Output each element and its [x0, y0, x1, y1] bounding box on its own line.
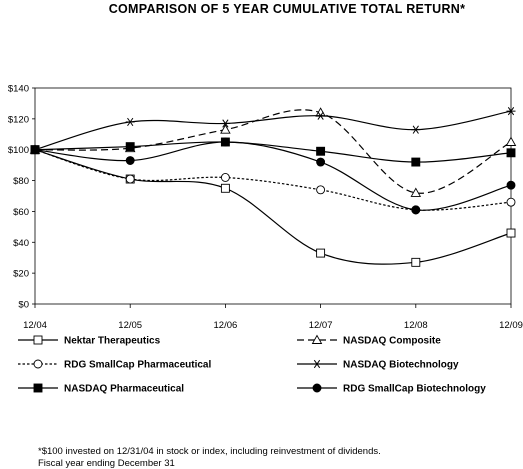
- data-point: [506, 180, 516, 190]
- data-point: [220, 137, 230, 147]
- asterisk-stroke: [317, 111, 324, 120]
- y-axis: $0 $20 $40 $60 $80 $100 $120 $140: [8, 84, 35, 311]
- x-tick-label: 12/06: [214, 320, 238, 331]
- data-point: [220, 173, 230, 182]
- data-point: [125, 156, 135, 165]
- series-line: [34, 141, 512, 163]
- data-point: [411, 257, 421, 267]
- data-point: [220, 124, 231, 134]
- legend-label: NASDAQ Pharmaceutical: [64, 384, 184, 395]
- data-point: [125, 142, 135, 152]
- data-point: [316, 185, 326, 195]
- data-point: [316, 248, 326, 258]
- legend-label: Nektar Therapeutics: [64, 336, 161, 347]
- legend-swatch-marker: [33, 359, 43, 369]
- legend-item: NASDAQ Composite: [297, 334, 441, 347]
- data-point: [506, 148, 516, 158]
- series-1: [30, 145, 516, 267]
- x-tick-label: 12/09: [499, 320, 523, 331]
- y-tick-label: $80: [13, 176, 29, 187]
- plot-frame: [34, 87, 512, 305]
- y-tick-label: $120: [8, 114, 29, 125]
- legend-swatch-marker: [312, 383, 322, 393]
- plot-border: [34, 87, 512, 305]
- legend-label: RDG SmallCap Pharmaceutical: [64, 360, 211, 371]
- asterisk-stroke: [222, 119, 229, 128]
- y-tick-label: $100: [8, 145, 29, 156]
- data-point: [125, 174, 135, 184]
- series-5: [30, 137, 516, 167]
- asterisk-stroke: [412, 125, 419, 134]
- legend-item: NASDAQ Biotechnology: [297, 360, 459, 371]
- data-point: [316, 157, 326, 167]
- legend: Nektar Therapeutics NASDAQ Composite RDG S…: [18, 334, 486, 395]
- legend-label: RDG SmallCap Biotechnology: [343, 384, 486, 395]
- x-axis: 12/04 12/05 12/06 12/07 12/08 12/09: [23, 304, 523, 331]
- data-point: [220, 119, 230, 128]
- series-4: [30, 107, 516, 154]
- data-point: [220, 183, 230, 193]
- legend-item: Nektar Therapeutics: [18, 336, 161, 347]
- series-6: [30, 137, 516, 215]
- legend-item: NASDAQ Pharmaceutical: [18, 384, 184, 395]
- legend-label: NASDAQ Composite: [343, 336, 441, 347]
- asterisk-stroke: [127, 117, 134, 127]
- legend-item: RDG SmallCap Biotechnology: [297, 384, 486, 395]
- legend-swatch-marker: [33, 335, 43, 345]
- y-tick-label: $20: [13, 269, 29, 280]
- series-line: [34, 149, 512, 211]
- data-point: [506, 107, 516, 116]
- asterisk-stroke: [507, 107, 515, 116]
- data-point: [506, 228, 516, 238]
- data-point: [411, 205, 421, 215]
- series-layer: [29, 107, 517, 267]
- y-tick-label: $60: [13, 207, 29, 218]
- data-point: [125, 117, 135, 127]
- series-3: [30, 145, 516, 215]
- legend-label: NASDAQ Biotechnology: [343, 360, 459, 371]
- footnote-line-1: *$100 invested on 12/31/04 in stock or i…: [38, 446, 381, 457]
- asterisk-stroke: [313, 359, 321, 369]
- data-point: [411, 157, 421, 167]
- legend-swatch-marker: [312, 359, 322, 369]
- data-point: [505, 136, 517, 146]
- data-point: [410, 187, 422, 197]
- y-tick-label: $0: [18, 300, 29, 311]
- chart-title: COMPARISON OF 5 YEAR CUMULATIVE TOTAL RE…: [109, 2, 466, 16]
- legend-item: RDG SmallCap Pharmaceutical: [18, 360, 211, 371]
- legend-swatch-marker: [33, 383, 43, 393]
- footnote-line-2: Fiscal year ending December 31: [38, 458, 175, 469]
- series-line: [34, 149, 512, 265]
- y-tick-label: $40: [13, 238, 29, 249]
- y-tick-label: $140: [8, 84, 29, 95]
- data-point: [411, 125, 421, 134]
- data-point: [316, 111, 326, 120]
- x-tick-label: 12/04: [23, 320, 47, 331]
- data-point: [316, 146, 326, 156]
- series-line: [34, 109, 512, 194]
- legend-swatch-marker: [311, 334, 323, 344]
- x-tick-label: 12/07: [309, 320, 333, 331]
- data-point: [30, 145, 40, 155]
- series-line: [34, 110, 512, 151]
- series-2: [29, 107, 517, 197]
- x-tick-label: 12/08: [404, 320, 428, 331]
- x-tick-label: 12/05: [118, 320, 142, 331]
- data-point: [506, 197, 516, 207]
- series-line: [34, 141, 512, 211]
